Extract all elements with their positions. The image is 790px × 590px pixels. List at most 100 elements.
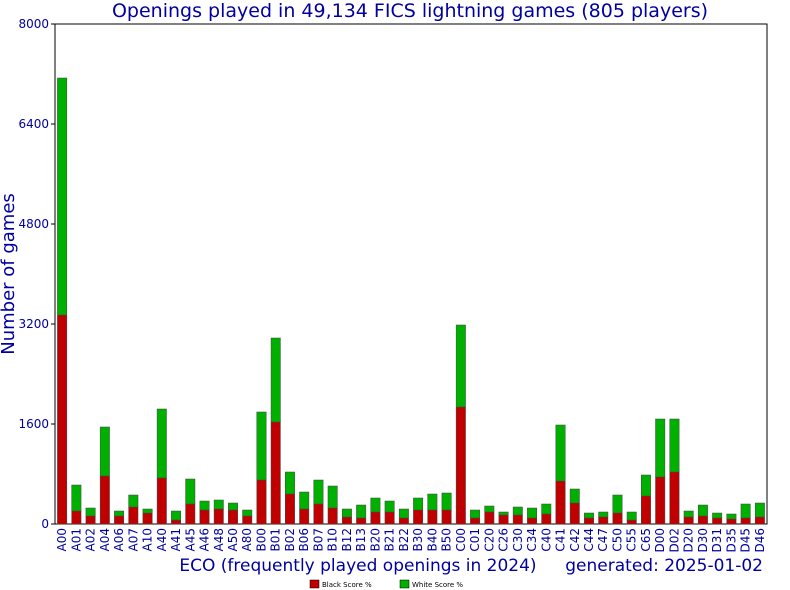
bar-segment bbox=[669, 418, 680, 473]
bar-segment bbox=[455, 324, 466, 408]
bar-segment bbox=[213, 499, 224, 510]
bar-segment bbox=[754, 502, 765, 518]
x-tick-label: A02 bbox=[84, 528, 98, 551]
bar-segment bbox=[313, 479, 324, 505]
bar-segment bbox=[512, 514, 523, 525]
bar-segment bbox=[455, 406, 466, 525]
bar-segment bbox=[626, 511, 637, 521]
x-tick-label: D35 bbox=[724, 528, 738, 553]
bar-segment bbox=[398, 517, 409, 525]
bar-segment bbox=[584, 512, 594, 519]
bar-segment bbox=[541, 503, 552, 515]
y-tick-label: 6400 bbox=[18, 117, 49, 131]
bar-segment bbox=[384, 511, 395, 525]
x-tick-label: A06 bbox=[112, 528, 126, 551]
bar-segment bbox=[327, 507, 338, 525]
x-tick-label: D20 bbox=[682, 528, 696, 553]
y-axis-label: Number of games bbox=[0, 193, 19, 355]
bar-segment bbox=[327, 485, 338, 509]
x-tick-label: D46 bbox=[753, 528, 767, 553]
bar-segment bbox=[498, 514, 509, 525]
x-tick-label: C42 bbox=[568, 528, 582, 552]
y-tick-label: 4800 bbox=[18, 217, 49, 231]
bar-segment bbox=[669, 471, 680, 525]
x-tick-label: B13 bbox=[354, 528, 368, 552]
bar-segment bbox=[655, 418, 666, 478]
bar-segment bbox=[398, 508, 409, 519]
bar-segment bbox=[626, 519, 637, 525]
x-tick-label: B10 bbox=[326, 528, 340, 552]
bar-segment bbox=[156, 408, 167, 479]
x-tick-label: C00 bbox=[454, 528, 468, 552]
bar-segment bbox=[199, 500, 210, 511]
x-tick-label: C30 bbox=[511, 528, 525, 552]
bar-segment bbox=[313, 503, 324, 525]
x-tick-label: B22 bbox=[397, 528, 411, 552]
bar-segment bbox=[256, 479, 267, 525]
bar-segment bbox=[270, 337, 281, 423]
bar-segment bbox=[598, 511, 609, 518]
bar-segment bbox=[754, 516, 765, 525]
bar-segment bbox=[527, 517, 537, 525]
x-tick-label: A07 bbox=[126, 528, 140, 551]
bar-segment bbox=[655, 476, 666, 525]
bar-segment bbox=[57, 77, 68, 316]
bar-segment bbox=[256, 411, 267, 481]
x-tick-label: C47 bbox=[596, 528, 610, 552]
bar-segment bbox=[228, 502, 238, 511]
bar-segment bbox=[697, 515, 708, 525]
x-tick-label: B20 bbox=[368, 528, 382, 552]
x-tick-label: B50 bbox=[440, 528, 454, 552]
y-tick-label: 3200 bbox=[18, 317, 49, 331]
bar-segment bbox=[114, 515, 125, 525]
bar-segment bbox=[341, 516, 352, 525]
bar-segment bbox=[569, 502, 580, 525]
bar-segment bbox=[99, 475, 110, 525]
x-tick-label: B06 bbox=[297, 528, 311, 552]
y-tick-label: 8000 bbox=[18, 17, 49, 31]
bar-segment bbox=[128, 494, 139, 508]
x-tick-label: C44 bbox=[582, 528, 596, 552]
bar-segment bbox=[541, 513, 552, 525]
bar-segment bbox=[285, 493, 295, 525]
bar-segment bbox=[712, 517, 723, 525]
x-tick-label: C26 bbox=[497, 528, 511, 552]
bar-segment bbox=[242, 509, 253, 517]
x-tick-label: B40 bbox=[425, 528, 439, 552]
x-tick-label: A80 bbox=[240, 528, 254, 551]
bar-segment bbox=[384, 500, 395, 513]
bar-segment bbox=[612, 494, 623, 514]
bar-segment bbox=[199, 509, 210, 525]
bar-segment bbox=[413, 509, 424, 525]
bar-segment bbox=[299, 508, 310, 525]
x-tick-label: A01 bbox=[69, 528, 83, 551]
bar-segment bbox=[85, 515, 96, 525]
bar-segment bbox=[185, 478, 196, 505]
x-tick-label: B21 bbox=[383, 528, 397, 552]
bar-segment bbox=[484, 511, 495, 525]
x-tick-label: A10 bbox=[141, 528, 155, 551]
bar-segment bbox=[712, 512, 723, 519]
x-tick-label: A04 bbox=[98, 528, 112, 551]
legend-swatch bbox=[399, 579, 410, 589]
x-tick-label: C65 bbox=[639, 528, 653, 552]
bar-segment bbox=[57, 314, 68, 525]
legend-swatch bbox=[309, 579, 320, 589]
bar-segment bbox=[584, 517, 594, 525]
bar-segment bbox=[470, 517, 481, 525]
bar-segment bbox=[99, 426, 110, 477]
x-tick-label: A45 bbox=[183, 528, 197, 551]
bar-segment bbox=[128, 506, 139, 525]
bar-segment bbox=[356, 517, 367, 525]
x-tick-label: C01 bbox=[468, 528, 482, 552]
bar-segment bbox=[270, 421, 281, 525]
x-tick-label: B00 bbox=[254, 528, 268, 552]
x-tick-label: C20 bbox=[482, 528, 496, 552]
bar-segment bbox=[641, 474, 651, 497]
x-tick-label: B30 bbox=[411, 528, 425, 552]
bar-segment bbox=[114, 510, 125, 517]
bar-segment bbox=[512, 506, 523, 516]
x-tick-label: C34 bbox=[525, 528, 539, 552]
bar-segment bbox=[156, 477, 167, 525]
